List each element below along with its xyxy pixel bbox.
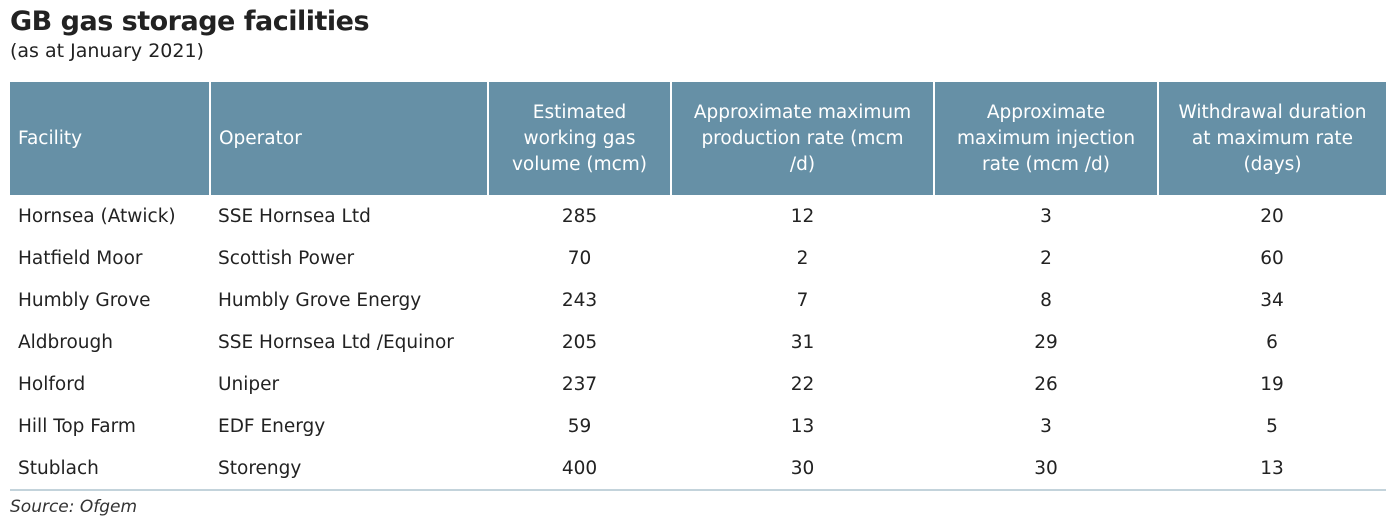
table-cell: 5 (1266, 415, 1278, 437)
table-cell: 19 (1260, 373, 1284, 395)
table-cell: Hill Top Farm (18, 415, 136, 437)
column-header: Estimated working gas volume (mcm) (487, 82, 671, 195)
table-cell: 3 (1040, 205, 1052, 227)
table-cell: 20 (1260, 205, 1284, 227)
table-cell: 13 (1158, 447, 1386, 491)
table-row: Hill Top Farm EDF Energy 59 13 3 5 (10, 405, 1386, 447)
table-cell: 8 (1040, 289, 1052, 311)
table-cell: 29 (1034, 331, 1058, 353)
table-cell: Scottish Power (218, 247, 355, 269)
table-row: Humbly Grove Humbly Grove Energy 243 7 8 34 (10, 279, 1386, 321)
column-header: Withdrawal duration at maximum rate (day… (1157, 82, 1386, 195)
table-cell: Stublach (10, 447, 210, 491)
subtitle: (as at January 2021) (10, 40, 204, 62)
table: Facility Operator Estimated working gas vo… (10, 82, 1386, 491)
table-row: Aldbrough SSE Hornsea Ltd /Equinor 205 31 29… (10, 321, 1386, 363)
table-cell: 237 (561, 373, 598, 395)
table-cell: Holford (18, 373, 86, 395)
table-cell: 400 (488, 447, 671, 491)
table-body: Hornsea (Atwick) SSE Hornsea Ltd 285 12 3 20 H… (10, 195, 1386, 491)
header-row: Facility Operator Estimated working gas vo… (10, 82, 1386, 195)
table-cell: 205 (561, 331, 598, 353)
table-cell: 6 (1266, 331, 1278, 353)
table-cell: Hornsea (Atwick) (18, 205, 176, 227)
title: GB gas storage facilities (10, 6, 370, 37)
table-cell: 30 (671, 447, 934, 491)
table-row: Stublach Storengy 400 30 30 13 (10, 447, 1386, 491)
table-cell: 30 (934, 447, 1158, 491)
table-row: Holford Uniper 237 22 26 19 (10, 363, 1386, 405)
table-cell: Uniper (218, 373, 280, 395)
table-cell: 243 (561, 289, 598, 311)
table-cell: SSE Hornsea Ltd /Equinor (218, 331, 454, 353)
column-header: Approximate maximum injection rate (mcm … (933, 82, 1158, 195)
table-cell: 34 (1260, 289, 1284, 311)
table-cell: EDF Energy (218, 415, 326, 437)
table-row: Hatfield Moor Scottish Power 70 2 2 60 (10, 237, 1386, 279)
table-cell: 26 (1034, 373, 1058, 395)
table-cell: 285 (561, 205, 598, 227)
table-cell: 7 (796, 289, 809, 311)
table-cell: 12 (790, 205, 815, 227)
table-cell: 59 (567, 415, 592, 437)
table-cell: SSE Hornsea Ltd (218, 205, 371, 227)
column-header: Approximate maximum production rate (mcm… (670, 82, 934, 195)
table-cell: Hatfield Moor (18, 247, 143, 269)
table-cell: Humbly Grove Energy (218, 289, 422, 311)
source: Source: Ofgem (10, 497, 138, 517)
table-cell: 2 (1040, 247, 1052, 269)
table-cell: Aldbrough (18, 331, 113, 353)
column-header: Operator (209, 82, 488, 195)
table-cell: 31 (790, 331, 815, 353)
table-cell: 2 (796, 247, 809, 269)
table-cell: Storengy (210, 447, 488, 491)
table-row: Hornsea (Atwick) SSE Hornsea Ltd 285 12 3 20 (10, 195, 1386, 237)
table-cell: 22 (790, 373, 815, 395)
column-header: Facility (10, 82, 210, 195)
table-cell: 13 (790, 415, 815, 437)
table-cell: 60 (1260, 247, 1284, 269)
table-cell: Humbly Grove (18, 289, 151, 311)
table-cell: 3 (1040, 415, 1052, 437)
table-cell: 70 (567, 247, 592, 269)
